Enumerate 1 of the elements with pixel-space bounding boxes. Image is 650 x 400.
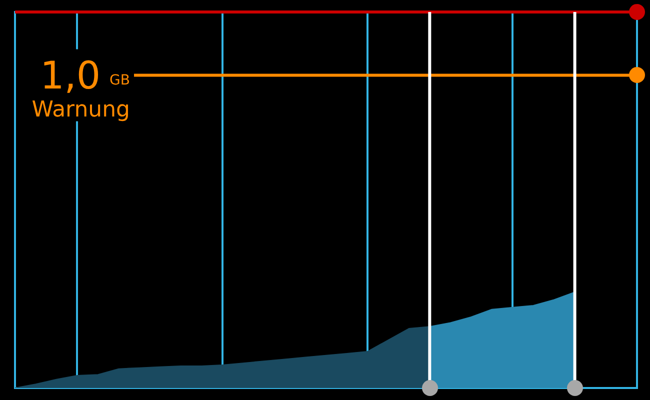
ref-line-label: 1,0 GB Warnung [32,53,130,122]
